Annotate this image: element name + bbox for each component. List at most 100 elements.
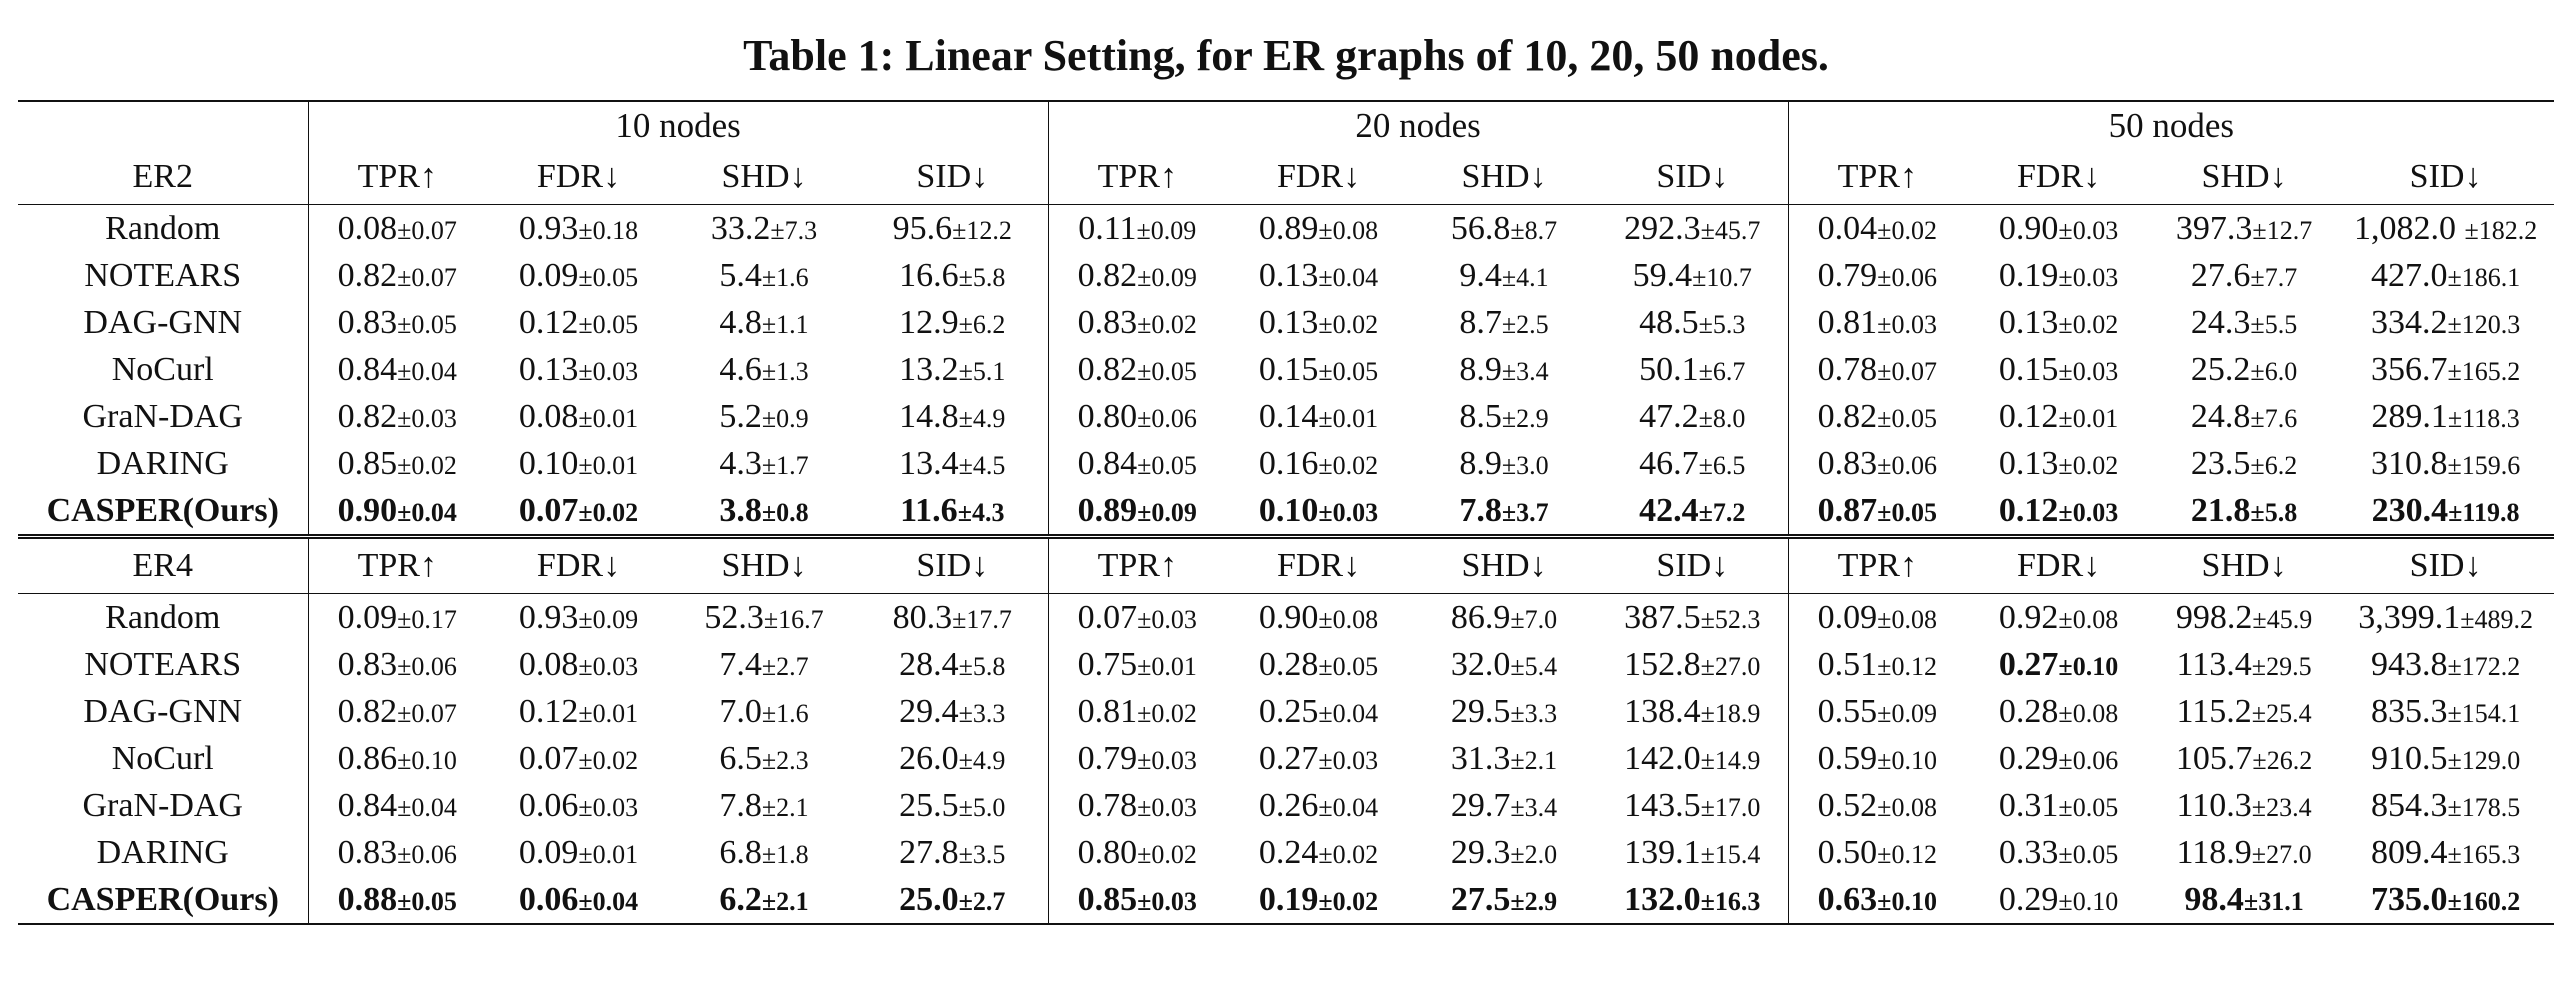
cell-std: ±27.0 <box>1700 651 1761 681</box>
cell-value: 334.2 <box>2370 303 2448 341</box>
cell-std: ±3.7 <box>1501 497 1549 527</box>
table-cell: 7.8±3.7 <box>1411 487 1597 537</box>
cell-value: 0.12 <box>518 303 579 341</box>
cell-value: 33.2 <box>710 209 771 247</box>
cell-value: 0.11 <box>1078 209 1137 247</box>
cell-value: 6.2 <box>719 880 762 918</box>
cell-value: 0.90 <box>1998 209 2059 247</box>
cell-std: ±0.8 <box>761 497 809 527</box>
table-cell: 25.0±2.7 <box>857 876 1049 925</box>
cell-value: 115.2 <box>2176 692 2252 730</box>
table-cell: 23.5±6.2 <box>2151 440 2337 487</box>
table-cell: 0.84±0.05 <box>1047 440 1227 487</box>
cell-value: 0.83 <box>1077 303 1138 341</box>
table-body: 10 nodes 20 nodes 50 nodes ER2 TPR↑ FDR↓ SHD↓ S… <box>18 100 2555 925</box>
cell-std: ±2.7 <box>761 651 809 681</box>
cell-std: ±0.05 <box>578 309 639 339</box>
table-cell: 0.13±0.02 <box>1966 299 2151 346</box>
cell-value: 4.6 <box>719 350 762 388</box>
cell-std: ±52.3 <box>1700 604 1761 634</box>
cell-value: 5.4 <box>719 256 762 294</box>
cell-std: ±160.2 <box>2447 886 2521 916</box>
cell-value: 0.80 <box>1077 397 1138 435</box>
cell-std: ±489.2 <box>2460 604 2533 634</box>
cell-value: 0.14 <box>1258 397 1319 435</box>
cell-std: ±0.04 <box>397 792 457 822</box>
table-cell: 0.04±0.02 <box>1787 204 1967 252</box>
table-cell: 14.8±4.9 <box>857 393 1048 440</box>
table-cell: 0.83±0.02 <box>1047 299 1227 346</box>
cell-std: ±2.9 <box>1510 886 1558 916</box>
table-cell: 95.6±12.2 <box>857 205 1048 253</box>
metric-header: TPR↑ <box>307 534 486 594</box>
node-group-header: 50 nodes <box>1787 100 2555 150</box>
cell-value: 4.8 <box>719 303 762 341</box>
cell-value: 0.29 <box>1998 880 2059 918</box>
cell-std: ±16.3 <box>1700 886 1761 916</box>
cell-value: 0.88 <box>337 880 398 918</box>
cell-std: ±0.05 <box>397 886 457 916</box>
cell-std: ±3.4 <box>1510 792 1558 822</box>
cell-std: ±0.04 <box>397 497 457 527</box>
table-cell: 0.07±0.02 <box>486 487 671 537</box>
table-cell: 56.8±8.7 <box>1411 205 1597 253</box>
table-cell: 0.55±0.09 <box>1787 688 1967 735</box>
table-cell: 0.84±0.04 <box>307 782 486 829</box>
table-cell: 0.19±0.02 <box>1226 876 1412 925</box>
table-cell: 152.8±27.0 <box>1597 641 1788 688</box>
metric-header: SHD↓ <box>1411 534 1598 594</box>
cell-std: ±0.05 <box>2058 839 2119 869</box>
table-cell: 0.75±0.01 <box>1047 641 1227 688</box>
table-cell: 0.63±0.10 <box>1787 876 1967 925</box>
cell-std: ±3.4 <box>1501 356 1549 386</box>
table-cell: 3,399.1±489.2 <box>2337 594 2554 642</box>
table-row: DARING 0.83±0.06 0.09±0.01 6.8±1.8 27.8±3.5 0… <box>18 829 2554 876</box>
cell-value: 0.12 <box>1998 491 2059 529</box>
cell-value: 0.83 <box>337 645 398 683</box>
cell-std: ±0.02 <box>1137 698 1197 728</box>
cell-value: 31.3 <box>1450 739 1511 777</box>
cell-value: 0.09 <box>1817 598 1878 636</box>
table-cell: 0.81±0.03 <box>1787 299 1967 346</box>
cell-std: ±2.5 <box>1501 309 1549 339</box>
cell-value: 42.4 <box>1639 491 1699 529</box>
metric-header: SHD↓ <box>671 150 857 205</box>
metric-header: TPR↑ <box>1787 534 1967 594</box>
table-cell: 0.33±0.05 <box>1966 829 2151 876</box>
cell-value: 0.24 <box>1258 833 1319 871</box>
table-cell: 13.4±4.5 <box>857 440 1048 487</box>
table-cell: 50.1±6.7 <box>1597 346 1788 393</box>
cell-value: 0.33 <box>1998 833 2059 871</box>
table-cell: 0.07±0.03 <box>1047 593 1227 641</box>
cell-std: ±0.02 <box>397 450 457 480</box>
cell-value: 387.5 <box>1624 598 1701 636</box>
cell-value: 27.6 <box>2190 256 2251 294</box>
cell-std: ±15.4 <box>1700 839 1761 869</box>
table-row: Random 0.08±0.07 0.93±0.18 33.2±7.3 95.6±12.… <box>18 204 2554 253</box>
cell-std: ±0.05 <box>1877 497 1937 527</box>
table-cell: 0.82±0.05 <box>1787 393 1967 440</box>
cell-std: ±6.0 <box>2250 356 2298 386</box>
cell-value: 0.92 <box>1998 598 2059 636</box>
table-cell: 42.4±7.2 <box>1597 487 1788 537</box>
cell-value: 113.4 <box>2176 645 2252 683</box>
table-cell: 0.08±0.03 <box>486 641 671 688</box>
cell-std: ±0.03 <box>578 792 639 822</box>
table-cell: 0.28±0.08 <box>1966 688 2151 735</box>
table-cell: 6.5±2.3 <box>671 735 857 782</box>
table-cell: 0.06±0.03 <box>486 782 671 829</box>
cell-std: ±0.04 <box>1318 792 1379 822</box>
table-cell: 0.15±0.03 <box>1966 346 2151 393</box>
method-name: Random <box>105 598 221 636</box>
cell-std: ±0.01 <box>1318 403 1379 433</box>
table-cell: 334.2±120.3 <box>2337 299 2554 346</box>
cell-value: 310.8 <box>2370 444 2448 482</box>
cell-std: ±6.7 <box>1698 356 1746 386</box>
cell-value: 56.8 <box>1450 209 1511 247</box>
cell-value: 0.29 <box>1998 739 2059 777</box>
cell-value: 13.2 <box>899 350 959 388</box>
cell-std: ±0.05 <box>578 262 639 292</box>
cell-std: ±172.2 <box>2447 651 2521 681</box>
cell-value: 26.0 <box>899 739 959 777</box>
metric-header: SID↓ <box>857 150 1049 205</box>
